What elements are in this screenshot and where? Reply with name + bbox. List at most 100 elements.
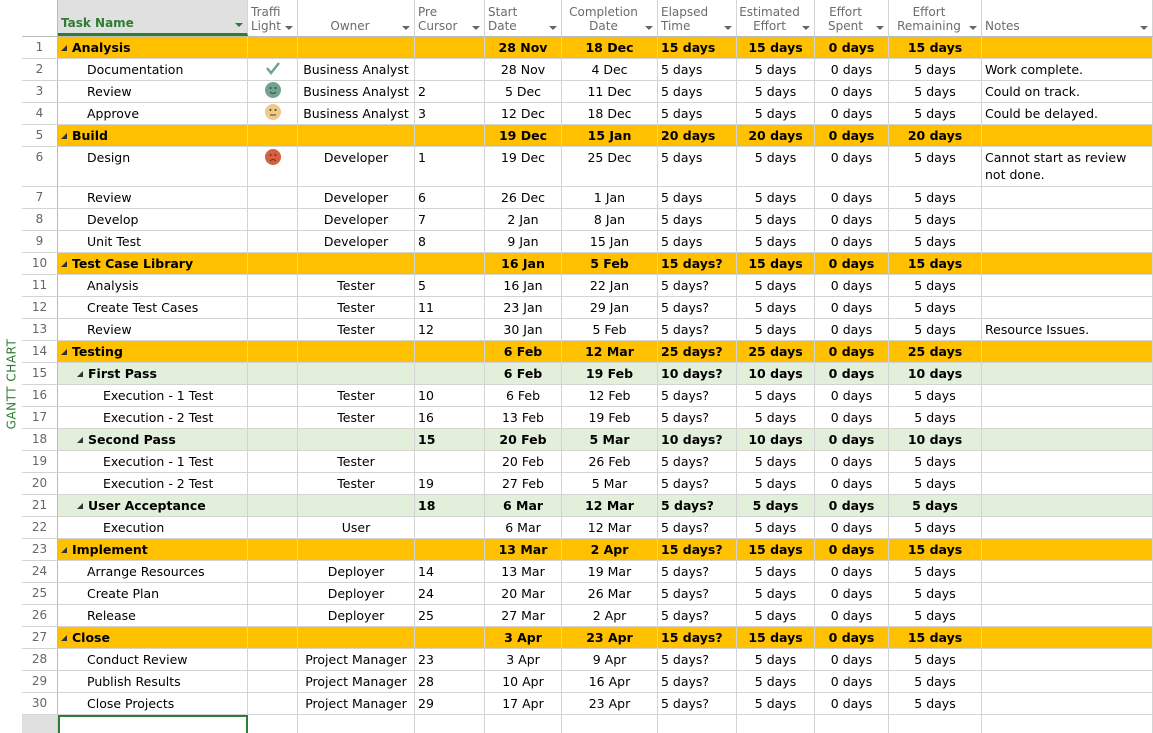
cell-start[interactable]: 19 Dec (485, 147, 562, 186)
cell-start[interactable]: 30 Jan (485, 319, 562, 340)
cell-end[interactable]: 4 Dec (562, 59, 658, 80)
cell-start[interactable]: 6 Mar (485, 517, 562, 538)
cell-spent[interactable]: 0 days (815, 649, 889, 670)
cell-light[interactable] (248, 693, 298, 714)
row-number[interactable]: 27 (22, 627, 58, 648)
cell-spent[interactable]: 0 days (815, 37, 889, 58)
cell-light[interactable] (248, 253, 298, 274)
cell-spent[interactable]: 0 days (815, 473, 889, 494)
cell-notes[interactable] (982, 561, 1153, 582)
collapse-triangle-icon[interactable] (77, 370, 83, 377)
column-header-rem[interactable]: Effort Remaining (889, 0, 982, 36)
collapse-triangle-icon[interactable] (61, 260, 67, 267)
cell-pre[interactable]: 3 (415, 103, 485, 124)
cell-elapsed[interactable]: 10 days? (658, 429, 737, 450)
cell-task[interactable]: Conduct Review (58, 649, 248, 670)
cell-owner[interactable]: Tester (298, 451, 415, 472)
cell-spent[interactable]: 0 days (815, 341, 889, 362)
row-number[interactable]: 21 (22, 495, 58, 516)
cell-end[interactable]: 15 Jan (562, 231, 658, 252)
column-header-notes[interactable]: Notes (982, 0, 1153, 36)
cell-est[interactable]: 5 days (737, 583, 815, 604)
cell-owner[interactable] (298, 627, 415, 648)
cell-start[interactable]: 16 Jan (485, 253, 562, 274)
cell-end[interactable]: 5 Mar (562, 429, 658, 450)
cell-elapsed[interactable]: 25 days? (658, 341, 737, 362)
cell-pre[interactable]: 10 (415, 385, 485, 406)
cell-elapsed[interactable]: 5 days? (658, 319, 737, 340)
dropdown-arrow-icon[interactable] (1140, 26, 1148, 30)
cell-light[interactable] (248, 187, 298, 208)
cell-spent[interactable]: 0 days (815, 209, 889, 230)
cell-pre[interactable]: 7 (415, 209, 485, 230)
gantt-chart-side-label[interactable]: GANTT CHART (4, 338, 18, 430)
cell-pre[interactable]: 18 (415, 495, 485, 516)
cell-light[interactable] (248, 341, 298, 362)
cell-light[interactable] (248, 649, 298, 670)
cell-spent[interactable]: 0 days (815, 363, 889, 384)
cell-task[interactable]: Arrange Resources (58, 561, 248, 582)
cell-notes[interactable]: Resource Issues. (982, 319, 1153, 340)
cell-start[interactable]: 13 Mar (485, 539, 562, 560)
cell-pre[interactable]: 15 (415, 429, 485, 450)
cell-start[interactable]: 13 Feb (485, 407, 562, 428)
cell-start[interactable]: 3 Apr (485, 649, 562, 670)
cell-rem[interactable]: 5 days (889, 407, 982, 428)
cell-owner[interactable] (298, 253, 415, 274)
cell-start[interactable]: 20 Feb (485, 451, 562, 472)
collapse-triangle-icon[interactable] (61, 348, 67, 355)
cell-end[interactable]: 5 Mar (562, 473, 658, 494)
cell-light[interactable] (248, 583, 298, 604)
cell-notes[interactable] (982, 451, 1153, 472)
cell-est[interactable]: 5 days (737, 451, 815, 472)
cell-rem[interactable]: 5 days (889, 59, 982, 80)
cell-light[interactable] (248, 407, 298, 428)
cell-rem[interactable]: 5 days (889, 473, 982, 494)
cell-light[interactable] (248, 125, 298, 146)
cell-elapsed[interactable]: 5 days? (658, 671, 737, 692)
cell-task[interactable]: Unit Test (58, 231, 248, 252)
cell-elapsed[interactable]: 15 days? (658, 627, 737, 648)
row-number[interactable]: 3 (22, 81, 58, 102)
cell-pre[interactable]: 29 (415, 693, 485, 714)
cell-pre[interactable]: 23 (415, 649, 485, 670)
cell-end[interactable]: 26 Mar (562, 583, 658, 604)
cell-elapsed[interactable]: 5 days (658, 59, 737, 80)
cell-est[interactable]: 10 days (737, 429, 815, 450)
cell-rem[interactable]: 5 days (889, 231, 982, 252)
cell-spent[interactable]: 0 days (815, 451, 889, 472)
cell-elapsed[interactable]: 15 days? (658, 253, 737, 274)
cell-notes[interactable]: Work complete. (982, 59, 1153, 80)
cell-start[interactable]: 26 Dec (485, 187, 562, 208)
row-number[interactable]: 10 (22, 253, 58, 274)
cell-notes[interactable] (982, 385, 1153, 406)
cell-est[interactable]: 5 days (737, 649, 815, 670)
cell-task[interactable]: Develop (58, 209, 248, 230)
cell-spent[interactable]: 0 days (815, 385, 889, 406)
cell-elapsed[interactable]: 15 days? (658, 539, 737, 560)
column-header-est[interactable]: Estimated Effort (737, 0, 815, 36)
cell-light[interactable] (248, 627, 298, 648)
cell-light[interactable] (248, 473, 298, 494)
empty-cell-light[interactable] (248, 715, 298, 733)
cell-task[interactable]: Execution - 2 Test (58, 407, 248, 428)
cell-owner[interactable] (298, 363, 415, 384)
cell-pre[interactable]: 12 (415, 319, 485, 340)
cell-pre[interactable] (415, 517, 485, 538)
cell-task[interactable]: First Pass (58, 363, 248, 384)
cell-light[interactable] (248, 451, 298, 472)
cell-est[interactable]: 5 days (737, 81, 815, 102)
collapse-triangle-icon[interactable] (61, 634, 67, 641)
cell-rem[interactable]: 15 days (889, 37, 982, 58)
cell-est[interactable]: 15 days (737, 539, 815, 560)
cell-light[interactable] (248, 539, 298, 560)
cell-elapsed[interactable]: 5 days? (658, 385, 737, 406)
dropdown-arrow-icon[interactable] (645, 26, 653, 30)
cell-owner[interactable] (298, 341, 415, 362)
dropdown-arrow-icon[interactable] (472, 26, 480, 30)
empty-cell-end[interactable] (562, 715, 658, 733)
column-header-end[interactable]: Completion Date (562, 0, 658, 36)
cell-task[interactable]: Approve (58, 103, 248, 124)
cell-est[interactable]: 10 days (737, 363, 815, 384)
cell-task[interactable]: Execution (58, 517, 248, 538)
